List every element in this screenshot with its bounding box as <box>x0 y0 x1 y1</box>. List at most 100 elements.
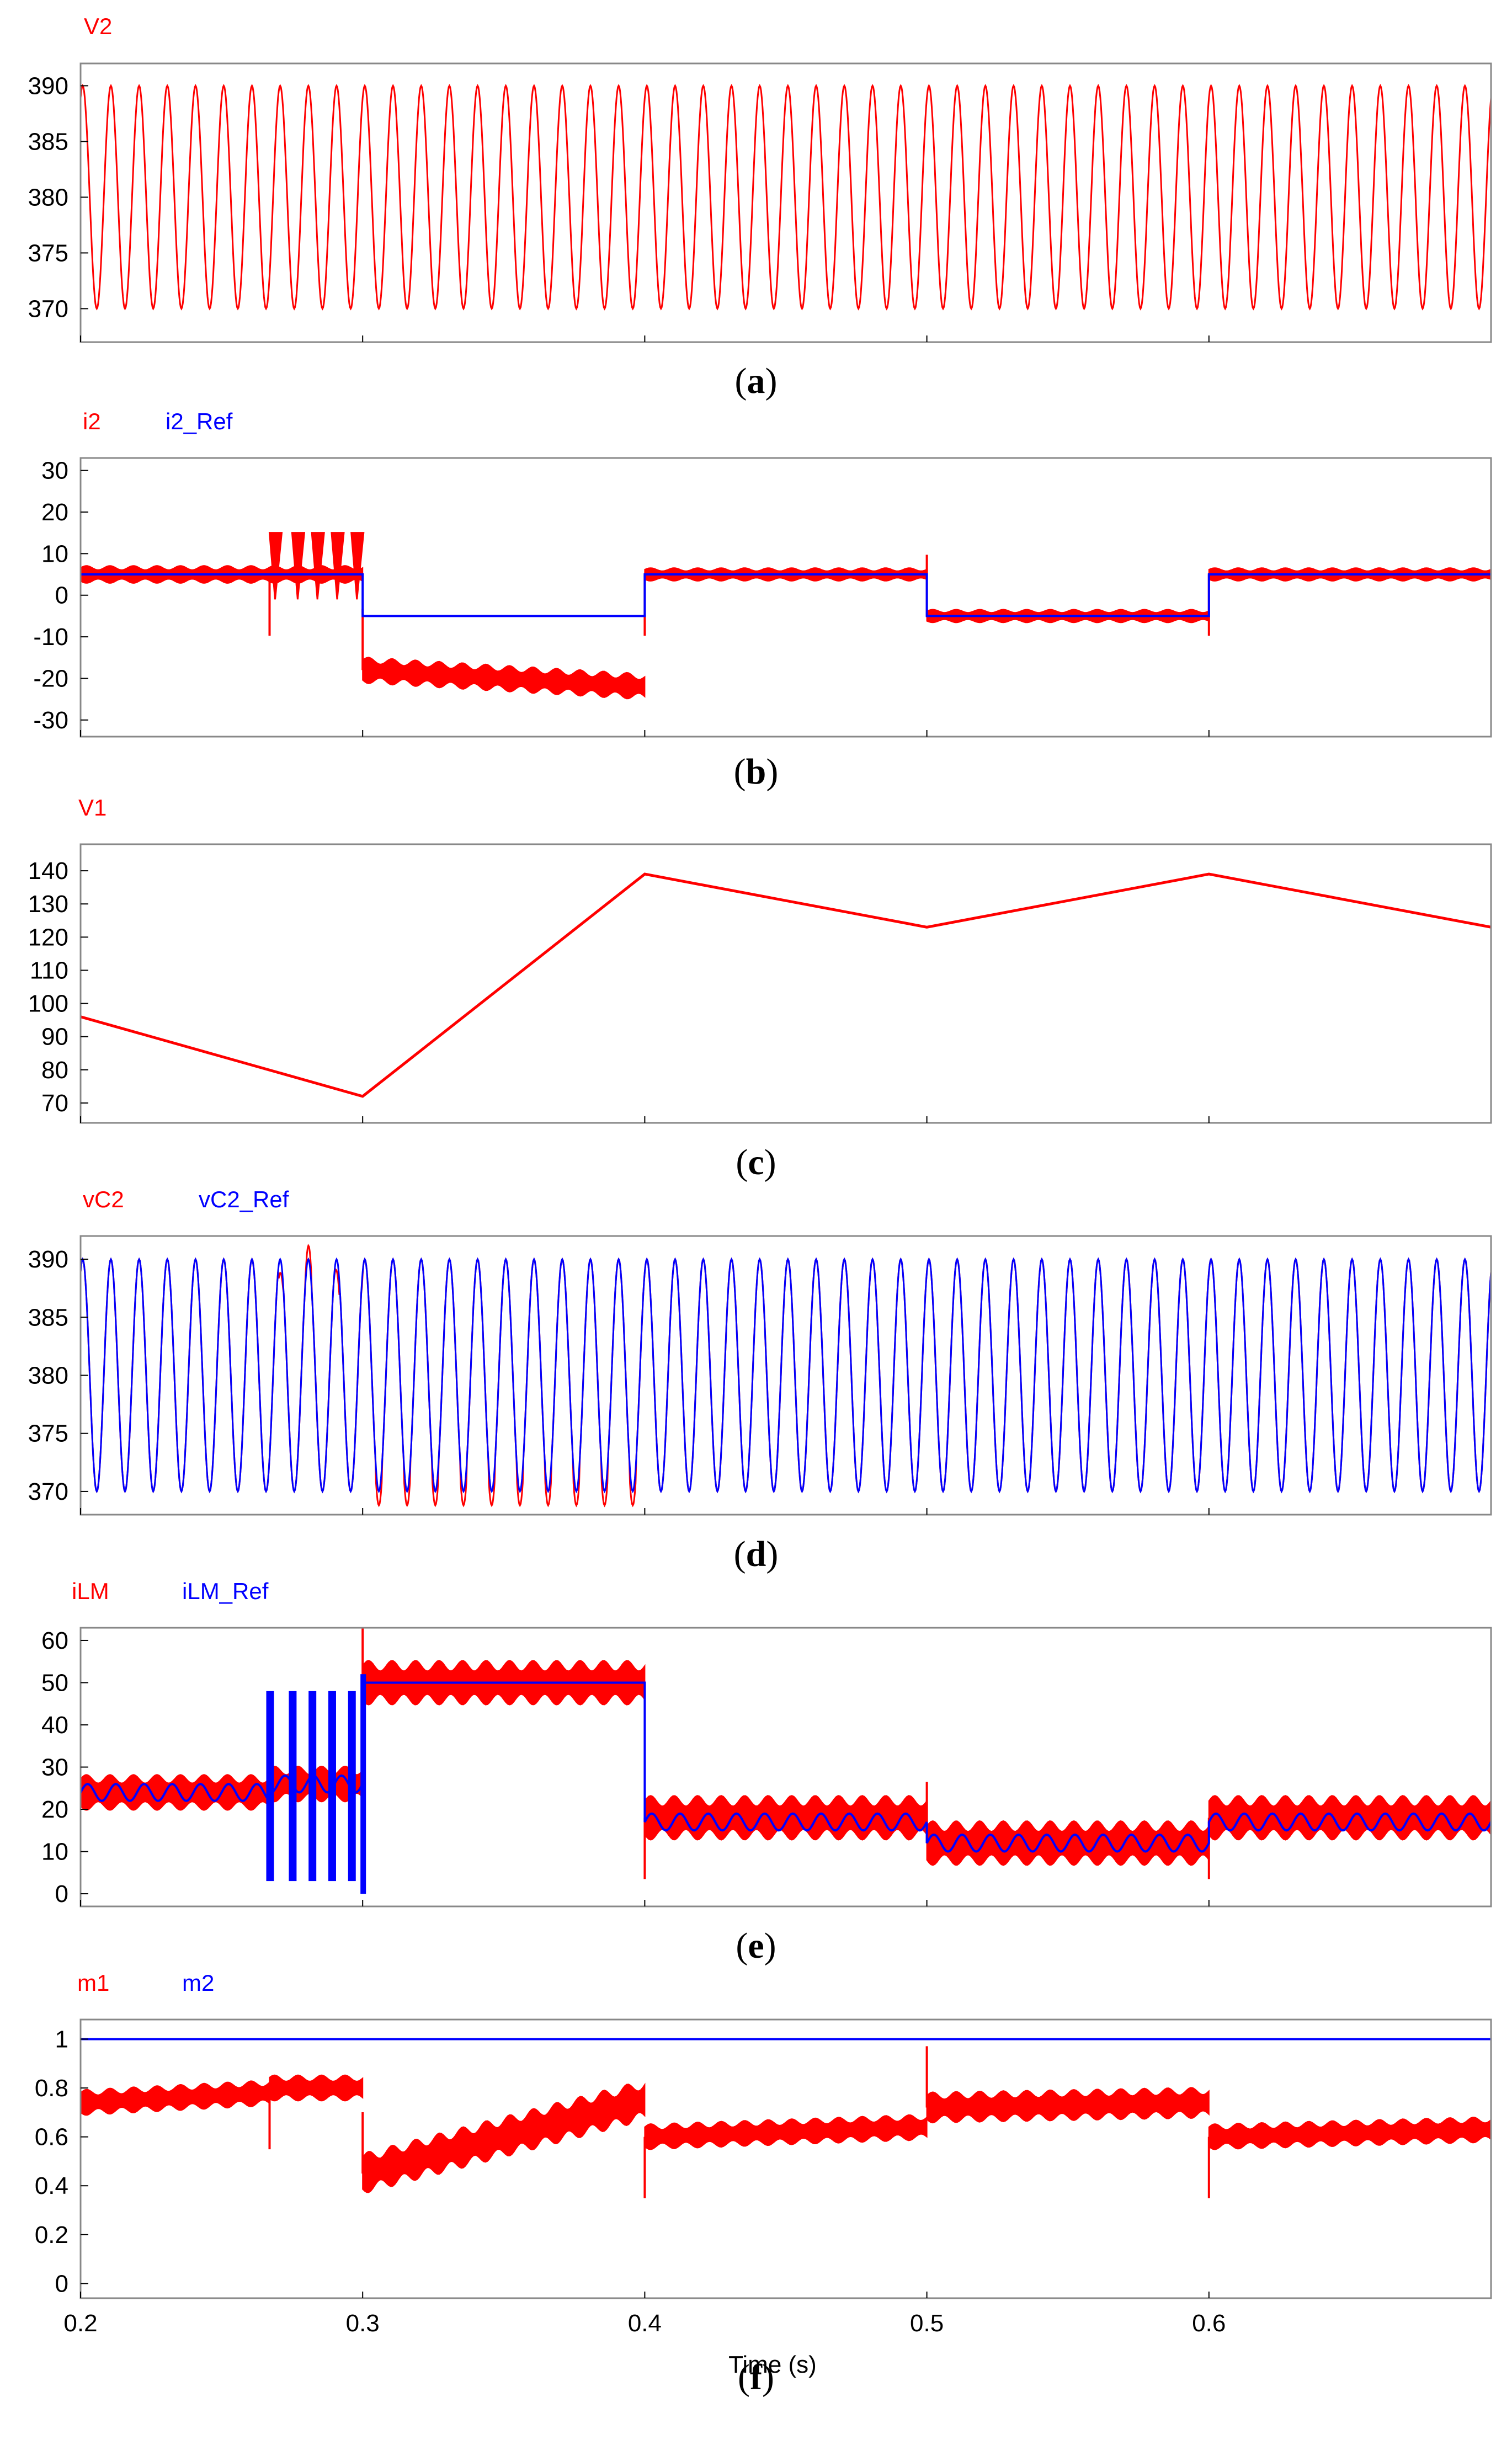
series-i2_Ref <box>81 573 1491 617</box>
y-tick-label: 375 <box>28 1420 68 1447</box>
caption-f: (f) <box>738 2357 774 2398</box>
y-tick-label: 0.2 <box>35 2221 68 2249</box>
y-tick-label: 0.8 <box>35 2075 68 2102</box>
plot-area-f <box>81 2038 1491 2198</box>
y-tick-label: 120 <box>28 924 68 951</box>
series-i2-burst <box>268 532 283 600</box>
plot-frame <box>79 843 1492 1124</box>
panel-d: 370 375 380 385 390 vC2 vC2_Ref (d) <box>28 1186 1492 1574</box>
y-tick-label: 375 <box>28 239 68 267</box>
y-tick-label: 0 <box>55 1880 68 1908</box>
series-vC2 <box>81 1244 1491 1507</box>
y-tick-label: 30 <box>41 1754 68 1781</box>
y-tick-label: 10 <box>41 540 68 567</box>
y-tick-label: 110 <box>30 957 68 984</box>
series-iLM_Ref-burst <box>348 1691 356 1882</box>
plot-frame <box>79 62 1492 343</box>
caption-b: (b) <box>734 752 779 792</box>
caption-e: (e) <box>736 1926 776 1966</box>
y-tick-label: 70 <box>41 1090 68 1117</box>
y-tick-label: 30 <box>41 457 68 484</box>
series-m1-segment <box>644 2114 928 2150</box>
y-tick-label: 385 <box>28 128 68 155</box>
plot-area-c <box>81 872 1491 1098</box>
plot-frame <box>79 457 1492 738</box>
series-m1-segment <box>362 2082 646 2193</box>
series-iLM-segment <box>644 1795 928 1841</box>
y-tick-label: -30 <box>33 707 68 734</box>
legend-i2: i2 <box>83 408 101 434</box>
y-tick-label: 0.4 <box>35 2172 68 2199</box>
y-tick-label: 385 <box>28 1304 68 1331</box>
y-tick-label: -10 <box>33 624 68 651</box>
y-tick-label: 390 <box>28 1246 68 1273</box>
series-V1 <box>81 872 1491 1098</box>
y-tick-label: 0 <box>55 2270 68 2297</box>
y-tick-label: 40 <box>41 1712 68 1739</box>
y-tick-label: 1 <box>55 2026 68 2053</box>
y-tick-label: 90 <box>41 1024 68 1051</box>
series-i2-burst <box>331 532 345 600</box>
plot-area-b <box>81 532 1491 700</box>
legend-V1: V1 <box>78 795 107 821</box>
x-axis-label: Time (s) <box>728 2351 817 2378</box>
series-vC2_Ref <box>81 1257 1491 1494</box>
panel-f: 0 0.2 0.4 0.6 0.8 1 m1 m2 (f) <box>35 1970 1492 2398</box>
plot-area-e <box>81 1628 1491 1894</box>
series-m1-segment <box>926 2087 1210 2124</box>
y-tick-label: 50 <box>41 1669 68 1696</box>
series-iLM-segment <box>1208 1795 1491 1841</box>
series-iLM_Ref-burst <box>266 1691 274 1882</box>
series-i2-burst <box>350 532 365 600</box>
y-tick-label: -20 <box>33 665 68 692</box>
x-tick-label: 0.3 <box>346 2310 380 2337</box>
y-tick-label: 390 <box>28 72 68 99</box>
plot-frame <box>79 2018 1492 2299</box>
series-i2-burst <box>291 532 306 600</box>
y-tick-label: 10 <box>41 1839 68 1866</box>
legend-vC2: vC2 <box>83 1186 124 1212</box>
y-tick-label: 0 <box>55 582 68 609</box>
series-V2 <box>81 84 1491 311</box>
series-iLM_Ref-burst <box>289 1691 297 1882</box>
legend-i2_Ref: i2_Ref <box>166 408 233 434</box>
caption-c: (c) <box>736 1142 776 1182</box>
series-m1-segment <box>1208 2116 1491 2150</box>
x-tick-label: 0.4 <box>628 2310 662 2337</box>
legend-iLM: iLM <box>72 1578 109 1604</box>
series-m1-segment <box>81 2080 270 2116</box>
y-tick-label: 380 <box>28 184 68 211</box>
y-tick-label: 100 <box>28 990 68 1017</box>
x-tick-label: 0.2 <box>63 2310 97 2337</box>
legend-V2: V2 <box>84 13 112 39</box>
y-tick-label: 0.6 <box>35 2124 68 2151</box>
x-tick-label: 0.5 <box>910 2310 944 2337</box>
panel-b: -30 -20 -10 0 10 20 30 i2 i2_Ref (b) <box>33 408 1492 792</box>
y-tick-label: 20 <box>41 499 68 526</box>
y-tick-label: 370 <box>28 295 68 322</box>
legend-m2: m2 <box>182 1970 214 1996</box>
series-iLM <box>81 1628 1491 1879</box>
caption-a: (a) <box>735 361 778 401</box>
legend-iLM_Ref: iLM_Ref <box>182 1578 269 1604</box>
series-i2 <box>81 532 1491 700</box>
panel-a: 370 375 380 385 390 V2 (a) <box>28 13 1492 401</box>
plot-area-a <box>81 84 1491 311</box>
series-i2-burst <box>311 532 325 600</box>
series-m1 <box>81 2046 1491 2198</box>
series-m1-segment <box>269 2074 364 2102</box>
y-tick-label: 130 <box>28 891 68 918</box>
panel-c: 70 80 90 100 110 120 130 140 V1 (c) <box>28 795 1492 1182</box>
y-tick-label: 60 <box>41 1627 68 1654</box>
legend-m1: m1 <box>77 1970 109 1996</box>
y-tick-label: 20 <box>41 1796 68 1823</box>
series-iLM_Ref-burst <box>308 1691 317 1882</box>
series-i2-segment <box>362 657 646 700</box>
y-tick-label: 80 <box>41 1057 68 1084</box>
series-iLM_Ref-burst <box>328 1691 336 1882</box>
y-tick-label: 140 <box>28 857 68 885</box>
series-iLM_Ref-burst <box>360 1674 366 1894</box>
y-tick-label: 380 <box>28 1362 68 1389</box>
